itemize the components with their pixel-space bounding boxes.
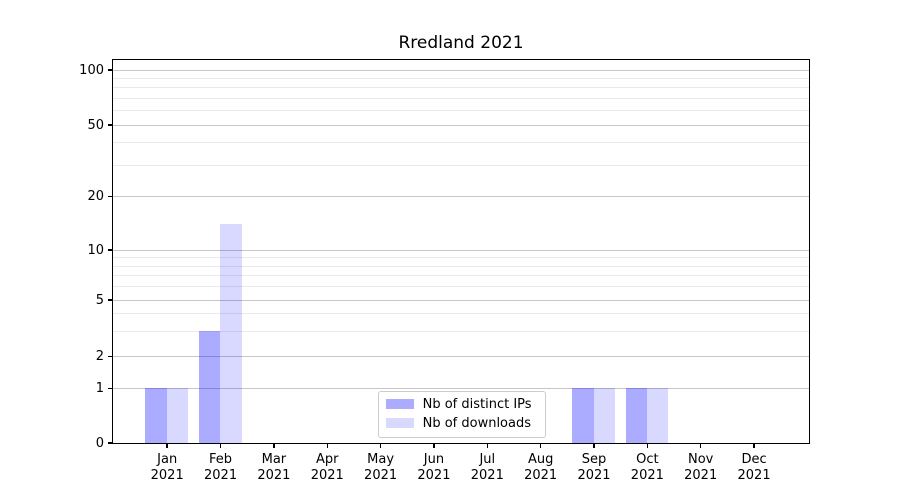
- x-tick-mark: [699, 443, 702, 448]
- x-tick-label: Dec 2021: [737, 452, 771, 483]
- x-tick-label: Jan 2021: [150, 452, 184, 483]
- y-tick-mark: [108, 355, 113, 358]
- bar-jan-distinct-ips: [145, 388, 167, 443]
- plot-area: Nb of distinct IPs Nb of downloads: [111, 58, 810, 444]
- legend-item-downloads: Nb of downloads: [385, 415, 536, 431]
- legend-swatch-distinct-ips-icon: [385, 399, 414, 410]
- y-tick-label: 5: [95, 292, 104, 308]
- gridline-minor: [112, 257, 809, 259]
- x-tick-mark: [539, 443, 542, 448]
- x-tick-label: Aug 2021: [524, 452, 558, 483]
- bar-feb-downloads: [220, 223, 242, 443]
- y-tick-label: 2: [95, 349, 104, 364]
- gridline-minor: [112, 77, 809, 79]
- y-tick-label: 0: [95, 435, 104, 451]
- gridline-minor: [112, 275, 809, 277]
- gridline-minor: [112, 97, 809, 99]
- bar-sep-downloads: [593, 388, 615, 443]
- x-tick-mark: [326, 443, 328, 448]
- x-tick-mark: [646, 443, 649, 448]
- x-tick-label: Apr 2021: [310, 452, 344, 483]
- x-tick-mark: [433, 443, 435, 448]
- x-tick-label: Jul 2021: [470, 452, 504, 483]
- legend-label: Nb of distinct IPs: [422, 396, 532, 412]
- gridline-minor: [112, 265, 809, 267]
- x-tick-mark: [219, 443, 222, 448]
- x-tick-mark: [486, 443, 489, 448]
- gridline-minor: [112, 87, 809, 89]
- gridline-major: [112, 299, 809, 301]
- legend: Nb of distinct IPs Nb of downloads: [377, 390, 546, 438]
- gridline-minor: [112, 164, 809, 166]
- gridline-minor: [112, 286, 809, 288]
- gridline-major: [112, 69, 809, 71]
- bar-sep-distinct-ips: [572, 388, 594, 443]
- y-tick-label: 100: [79, 62, 104, 78]
- bar-jan-downloads: [166, 388, 189, 443]
- bar-oct-distinct-ips: [625, 388, 647, 443]
- y-tick-label: 20: [87, 189, 104, 205]
- gridline-minor: [112, 110, 809, 112]
- y-tick-mark: [108, 442, 113, 444]
- gridline-minor: [112, 331, 809, 333]
- y-tick-mark: [108, 299, 113, 301]
- x-tick-label: Sep 2021: [577, 452, 611, 483]
- y-tick-mark: [108, 69, 113, 71]
- x-tick-mark: [753, 443, 755, 448]
- gridline-major: [112, 196, 809, 198]
- x-tick-label: Feb 2021: [204, 452, 238, 483]
- y-tick-label: 1: [95, 381, 104, 396]
- y-tick-mark: [108, 249, 113, 251]
- y-tick-mark: [108, 124, 113, 126]
- x-tick-label: Nov 2021: [684, 452, 718, 483]
- y-tick-mark: [108, 195, 113, 198]
- x-tick-mark: [273, 443, 275, 448]
- legend-swatch-downloads-icon: [385, 418, 414, 429]
- gridline-major: [112, 124, 809, 126]
- gridline-major: [112, 388, 809, 390]
- legend-item-distinct-ips: Nb of distinct IPs: [385, 396, 536, 412]
- x-tick-mark: [593, 443, 595, 448]
- y-tick-mark: [108, 387, 113, 390]
- gridline-major: [112, 249, 809, 251]
- x-tick-label: Jun 2021: [417, 452, 451, 483]
- x-tick-label: May 2021: [364, 452, 398, 483]
- bar-oct-downloads: [646, 388, 669, 443]
- x-tick-mark: [379, 443, 382, 448]
- gridline-major: [112, 356, 809, 358]
- x-tick-label: Oct 2021: [630, 452, 664, 483]
- x-tick-label: Mar 2021: [257, 452, 291, 483]
- gridline-minor: [112, 142, 809, 144]
- y-tick-label: 10: [87, 242, 104, 258]
- y-tick-label: 50: [87, 117, 104, 133]
- bar-feb-distinct-ips: [198, 331, 221, 443]
- gridline-minor: [112, 313, 809, 315]
- chart-title: Rredland 2021: [398, 33, 524, 53]
- legend-label: Nb of downloads: [422, 415, 531, 431]
- x-tick-mark: [166, 443, 168, 448]
